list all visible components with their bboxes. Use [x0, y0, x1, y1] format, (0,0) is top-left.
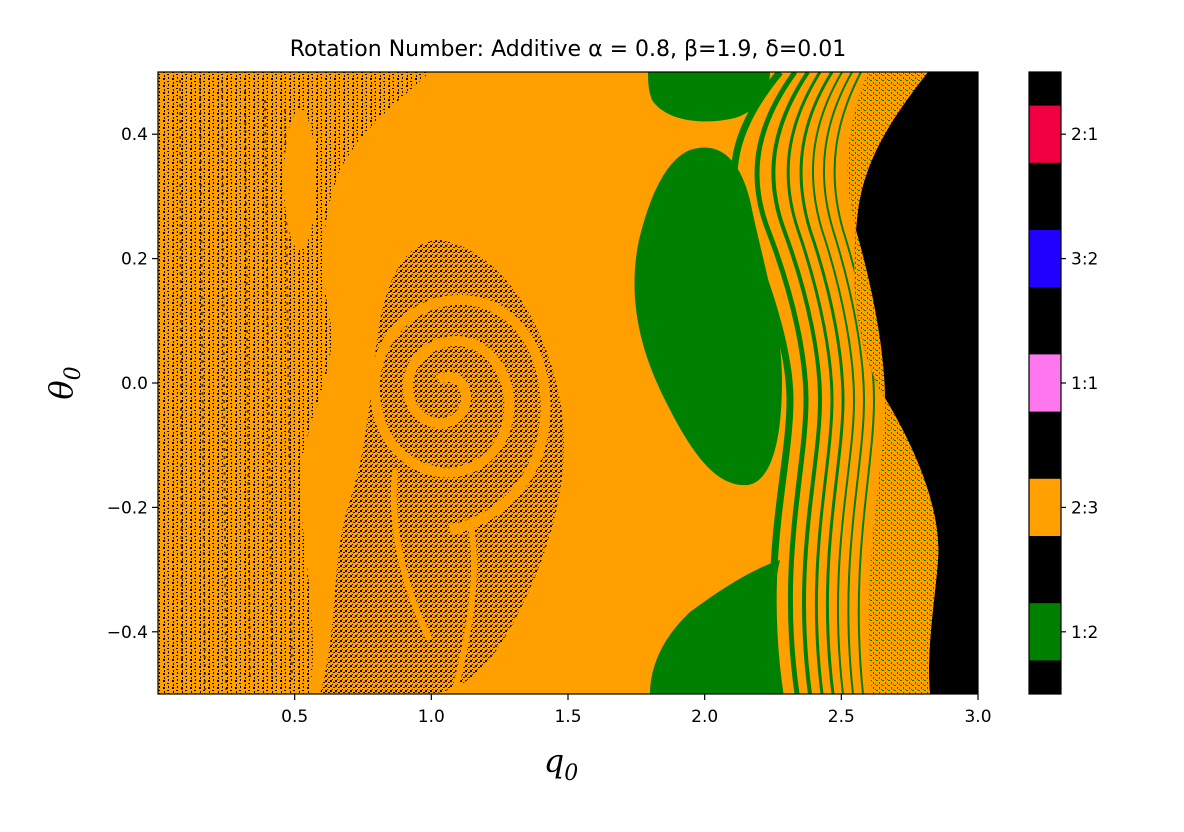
green-lobe-bottom [650, 560, 780, 694]
colorbar-frame [1028, 71, 1062, 695]
x-tick-label: 3.0 [964, 707, 991, 727]
x-axis-label: q0 [544, 742, 578, 786]
x-axis-label-main: q [544, 742, 564, 780]
colorbar-label: 1:2 [1071, 623, 1098, 643]
x-axis-ticks: 0.5 1.0 1.5 2.0 2.5 3.0 [281, 694, 992, 727]
colorbar-label: 3:2 [1071, 250, 1098, 270]
x-tick-label: 1.5 [554, 707, 581, 727]
colorbar-swatch [1029, 478, 1061, 537]
y-tick-label: 0.2 [121, 250, 148, 270]
orange-island-left [284, 110, 316, 250]
colorbar-swatch [1029, 105, 1061, 163]
y-axis-label-sub: 0 [61, 366, 86, 380]
chart-title: Rotation Number: Additive α = 0.8, β=1.9… [290, 37, 847, 62]
y-axis-label-main: θ [42, 380, 80, 399]
heatmap-plot [158, 72, 978, 694]
x-tick-label: 1.0 [418, 707, 445, 727]
colorbar-swatch [1029, 354, 1061, 412]
y-tick-label: 0.4 [121, 125, 148, 145]
x-tick-label: 2.5 [828, 707, 855, 727]
y-axis-label: θ0 [42, 366, 86, 399]
black-region-right [854, 72, 978, 694]
y-tick-label: 0.0 [121, 374, 148, 394]
x-tick-label: 0.5 [281, 707, 308, 727]
x-axis-label-sub: 0 [564, 761, 578, 786]
colorbar: 2:1 3:2 1:1 2:3 1:2 [1028, 71, 1098, 695]
y-tick-label: −0.4 [107, 623, 148, 643]
spiral-region [320, 240, 565, 694]
speckled-band [847, 72, 939, 694]
colorbar-label: 1:1 [1071, 374, 1098, 394]
chaotic-streaks [179, 79, 293, 691]
colorbar-label: 2:3 [1071, 498, 1098, 518]
colorbar-swatch [1029, 603, 1061, 661]
colorbar-swatch [1029, 229, 1061, 288]
colorbar-label: 2:1 [1071, 125, 1098, 145]
y-tick-label: −0.2 [107, 498, 148, 518]
green-lobe-top [648, 72, 770, 122]
x-tick-label: 2.0 [691, 707, 718, 727]
y-axis-ticks: 0.4 0.2 0.0 −0.2 −0.4 [107, 125, 158, 643]
